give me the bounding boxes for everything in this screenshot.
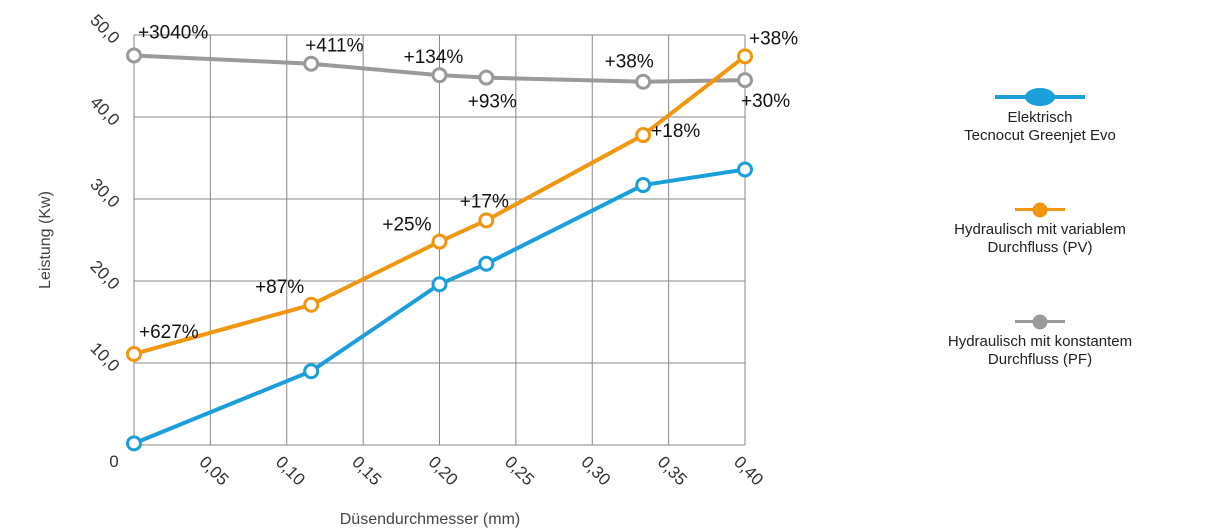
legend-item-electric: Elektrisch Tecnocut Greenjet Evo <box>900 88 1180 145</box>
x-tick-label: 0,10 <box>272 452 309 489</box>
series-line <box>133 167 746 446</box>
legend-item-constant: Hydraulisch mit konstantem Durchfluss (P… <box>900 314 1180 369</box>
legend-item-variable: Hydraulisch mit variablem Durchfluss (PV… <box>900 202 1180 257</box>
data-point <box>303 296 320 313</box>
data-point <box>635 127 652 144</box>
legend-label-variable: Hydraulisch mit variablem Durchfluss (PV… <box>954 221 1126 256</box>
data-label: +38% <box>605 52 654 73</box>
legend-label-constant: Hydraulisch mit konstantem Durchfluss (P… <box>947 333 1133 368</box>
x-tick-label: 0,30 <box>577 452 614 489</box>
legend-swatch-electric <box>995 88 1085 106</box>
chart-series <box>126 47 753 452</box>
data-point <box>478 255 495 272</box>
x-tick-label: 0,35 <box>654 452 691 489</box>
legend-label-electric: Elektrisch Tecnocut Greenjet Evo <box>964 109 1116 144</box>
data-point <box>737 161 753 178</box>
data-point <box>431 233 448 250</box>
x-tick-label: 0,40 <box>730 452 767 489</box>
y-tick-label: 10,0 <box>86 339 123 376</box>
x-tick-label: 0,20 <box>425 452 462 489</box>
data-point <box>478 212 495 229</box>
data-label: +3040% <box>138 23 208 44</box>
x-axis-label: Düsendurchmesser (mm) <box>340 511 520 528</box>
data-point <box>478 69 495 86</box>
data-point <box>126 345 142 362</box>
data-label: +627% <box>139 322 199 343</box>
data-label: +30% <box>741 91 790 112</box>
legend-swatch-constant <box>1015 314 1065 329</box>
x-tick-label: 0,05 <box>196 452 233 489</box>
y-axis-label: Leistung (Kw) <box>37 191 54 289</box>
y-tick-label: 40,0 <box>86 93 123 130</box>
data-point <box>737 48 753 65</box>
series-line <box>133 54 747 356</box>
data-label: +25% <box>382 215 431 236</box>
y-tick-label: 50,0 <box>86 11 123 48</box>
legend-swatch-variable <box>1015 202 1065 217</box>
data-point <box>431 67 448 84</box>
data-point <box>303 363 320 380</box>
chart-grid <box>133 34 746 446</box>
chart-data-labels: +627% +87% +25% +17% +18% +38% +3040% +411% +134… <box>138 23 798 343</box>
data-point <box>303 55 320 72</box>
origin-tick-label: 0 <box>109 452 118 471</box>
data-label: +38% <box>749 28 798 49</box>
data-label: +87% <box>255 277 304 298</box>
y-tick-label: 20,0 <box>86 257 123 294</box>
x-tick-label: 0,15 <box>348 452 385 489</box>
data-point <box>126 47 142 64</box>
series-line <box>133 53 746 84</box>
data-point <box>635 73 652 90</box>
data-label: +17% <box>460 191 509 212</box>
data-point <box>635 177 652 194</box>
data-label: +93% <box>468 92 517 113</box>
data-label: +134% <box>404 47 464 68</box>
data-point <box>431 276 448 293</box>
y-tick-label: 30,0 <box>86 175 123 212</box>
data-point <box>737 72 753 89</box>
x-tick-label: 0,25 <box>501 452 538 489</box>
data-point <box>126 435 142 452</box>
data-label: +18% <box>651 121 700 142</box>
data-label: +411% <box>305 36 363 57</box>
